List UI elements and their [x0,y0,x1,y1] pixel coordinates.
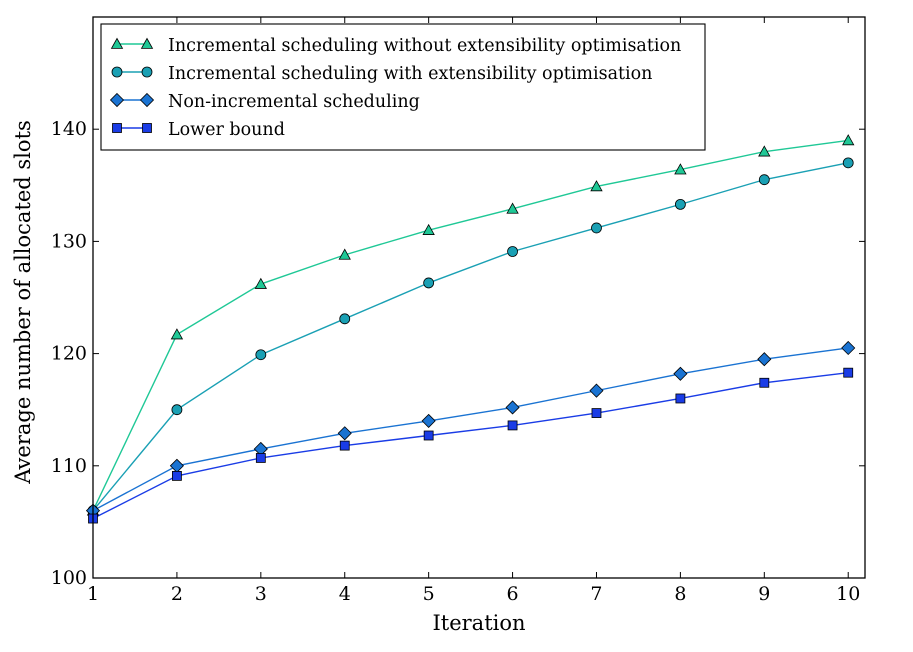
series-3-point [675,393,686,404]
series-2-point [589,383,604,398]
legend-label-non-incremental: Non-incremental scheduling [168,92,420,112]
series-0-point [506,202,519,214]
series-3-point [759,377,770,388]
series-3-point [423,430,434,441]
x-tick-label: 10 [836,583,860,605]
series-0-point [170,328,184,340]
series-3-point [172,470,182,481]
x-tick-label: 5 [423,583,435,605]
y-tick-label: 140 [51,118,87,140]
x-tick-label: 7 [590,583,602,605]
legend-marker-1 [141,66,153,78]
series-markers [85,134,856,524]
series-1-point [842,157,854,169]
series-1-point [591,222,602,234]
series-3-point [339,440,350,451]
x-tick-label: 6 [507,583,519,605]
plot-frame [92,16,866,579]
legend-marker-2 [109,92,125,108]
x-axis-label: Iteration [432,611,525,635]
legend-label-incremental-without-opt: Incremental scheduling without extensibi… [168,36,681,56]
y-tick-label: 110 [51,455,87,477]
legend-symbols [109,37,155,133]
series-2-point [421,413,436,428]
series-2-point [673,366,688,381]
series-2-point [337,426,352,441]
legend-marker-1 [111,66,123,78]
series-0-point [590,180,603,192]
series-lines [92,139,849,520]
series-2-point [757,352,772,367]
series-1-point [507,246,518,257]
legend-marker-0 [110,37,124,49]
series-2-point [505,400,520,415]
legend-marker-0 [140,37,154,49]
series-line-2 [92,347,849,512]
series-0-point [674,163,687,175]
series-line-1 [92,162,849,512]
series-0-point [338,248,351,260]
series-line-0 [92,139,849,511]
series-1-point [674,198,686,210]
series-3-point [591,408,602,418]
series-1-point [423,277,435,289]
y-axis-label: Average number of allocated slots [11,120,35,485]
x-tick-label: 8 [674,583,686,605]
series-1-point [339,313,351,325]
series-3-point [255,453,266,463]
series-0-point [254,277,268,289]
series-3-point [843,367,854,378]
x-tick-label: 4 [339,583,351,605]
x-tick-label: 1 [87,583,99,605]
axis-tick-labels: 1 2 3 4 5 6 7 8 9 10 100 110 120 130 140 [51,118,861,605]
series-3-point [507,420,518,431]
series-1-point [171,404,183,416]
legend-marker-3 [112,123,122,133]
legend: Incremental scheduling without extensibi… [100,23,706,151]
series-1-point [255,349,267,361]
legend-marker-2 [139,92,155,108]
x-tick-label: 9 [758,583,770,605]
y-tick-label: 100 [51,567,87,589]
series-2-point [841,340,856,356]
series-1-point [758,174,770,186]
legend-label-lower-bound: Lower bound [168,120,285,140]
series-0-point [842,134,855,146]
legend-marker-3 [142,123,152,133]
x-tick-label: 3 [255,583,267,605]
x-tick-label: 2 [171,583,183,605]
series-0-point [422,223,435,235]
y-tick-label: 130 [51,230,87,252]
legend-frame [100,23,706,151]
series-line-3 [92,371,849,520]
legend-label-incremental-with-opt: Incremental scheduling with extensibilit… [168,64,652,84]
y-tick-label: 120 [51,343,87,365]
series-0-point [758,145,771,157]
